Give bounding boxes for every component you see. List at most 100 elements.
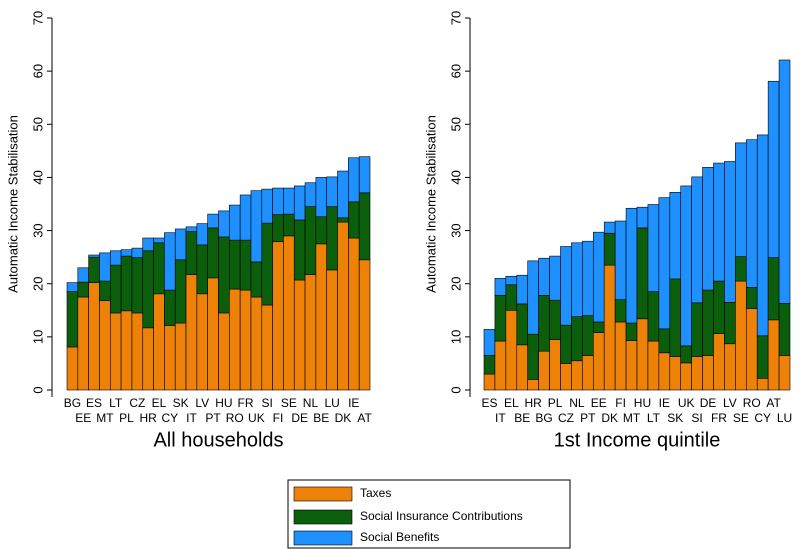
bar-segment — [77, 281, 89, 298]
bar-segment — [358, 156, 371, 194]
x-tick-label: MT — [96, 411, 114, 425]
bar-segment — [527, 379, 539, 391]
bar-segment — [680, 345, 692, 364]
bar-segment — [348, 201, 360, 239]
bar-segment — [669, 192, 682, 280]
bar-segment — [702, 289, 714, 356]
x-tick-label: RO — [743, 396, 761, 410]
bar-segment — [691, 302, 703, 357]
panel-title: All households — [153, 429, 283, 451]
bar-segment — [735, 256, 747, 282]
x-tick-label: LT — [647, 411, 661, 425]
bar-segment — [283, 235, 295, 391]
bar-segment — [603, 264, 616, 391]
bar-segment — [603, 221, 616, 234]
x-tick-label: EL — [152, 396, 167, 410]
bar-segment — [196, 223, 208, 246]
x-tick-label: MT — [623, 411, 641, 425]
bar-segment — [174, 259, 187, 324]
bar-segment — [702, 167, 714, 291]
x-tick-label: FR — [711, 411, 727, 425]
bar-segment — [691, 356, 703, 391]
bar-segment — [185, 274, 198, 391]
bar-segment — [724, 302, 736, 345]
x-tick-label: SE — [281, 396, 297, 410]
bar-segment — [293, 185, 306, 221]
legend-swatch — [293, 530, 353, 546]
bar-segment — [756, 378, 769, 391]
bar-segment — [538, 295, 550, 352]
bar-segment — [603, 232, 616, 266]
bar-segment — [516, 303, 529, 346]
bar-segment — [571, 242, 583, 317]
bar-segment — [505, 309, 518, 391]
bar-segment — [120, 255, 133, 312]
y-tick-label: 60 — [30, 64, 45, 78]
x-tick-label: LU — [777, 411, 792, 425]
legend-label: Social Insurance Contributions — [360, 509, 523, 523]
y-tick-label: 30 — [30, 223, 45, 237]
bar-segment — [778, 59, 791, 304]
bar-segment — [713, 333, 725, 391]
bar-segment — [745, 308, 758, 391]
bar-segment — [250, 296, 263, 391]
legend-swatch — [293, 486, 353, 502]
bar-segment — [625, 322, 638, 341]
bar-segment — [614, 321, 627, 391]
bar-segment — [549, 299, 561, 340]
x-tick-label: IE — [348, 396, 359, 410]
bar-segment — [131, 247, 144, 258]
bar-segment — [99, 280, 111, 302]
y-tick-label: 0 — [448, 386, 463, 393]
bar-segment — [293, 279, 306, 391]
bar-segment — [571, 360, 583, 391]
x-tick-label: FI — [615, 396, 626, 410]
bar-segment — [625, 340, 638, 391]
bar-segment — [767, 319, 780, 391]
x-tick-label: BE — [313, 411, 329, 425]
bar-segment — [549, 255, 561, 301]
y-tick-label: 0 — [30, 386, 45, 393]
bar-segment — [494, 295, 507, 342]
bar-segment — [625, 207, 638, 324]
bar-segment — [756, 134, 769, 337]
bar-segment — [527, 333, 539, 380]
bar-segment — [647, 340, 660, 391]
bar-segment — [250, 261, 263, 298]
x-tick-label: AT — [357, 411, 372, 425]
x-tick-label: UK — [678, 396, 695, 410]
bar-segment — [239, 289, 252, 391]
bar-segment — [250, 190, 263, 263]
y-tick-label: 30 — [448, 223, 463, 237]
bar-segment — [218, 236, 230, 314]
y-tick-label: 20 — [30, 276, 45, 290]
bar-segment — [153, 237, 165, 244]
bar-segment — [560, 324, 572, 364]
x-tick-label: PT — [580, 411, 596, 425]
bar-segment — [164, 232, 176, 291]
bar-segment — [582, 355, 594, 391]
bar-segment — [164, 325, 176, 391]
x-tick-label: EE — [75, 411, 91, 425]
bar-segment — [767, 80, 780, 258]
x-tick-label: CZ — [129, 396, 145, 410]
bar-segment — [680, 185, 692, 347]
bar-segment — [735, 142, 747, 257]
bar-segment — [647, 291, 660, 342]
x-tick-label: LV — [195, 396, 209, 410]
bar-segment — [142, 250, 154, 329]
y-tick-label: 40 — [448, 170, 463, 184]
bar-segment — [326, 206, 338, 271]
bar-segment — [680, 362, 692, 391]
bar-segment — [778, 303, 791, 356]
x-tick-label: HR — [525, 396, 543, 410]
legend-swatch — [293, 509, 353, 525]
y-tick-label: 10 — [30, 330, 45, 344]
bar-segment — [636, 206, 649, 229]
x-tick-label: AT — [766, 396, 781, 410]
x-tick-label: DK — [335, 411, 352, 425]
legend-label: Social Benefits — [360, 530, 439, 544]
y-tick-label: 50 — [30, 117, 45, 131]
y-tick-label: 10 — [448, 330, 463, 344]
bar-segment — [66, 291, 79, 348]
